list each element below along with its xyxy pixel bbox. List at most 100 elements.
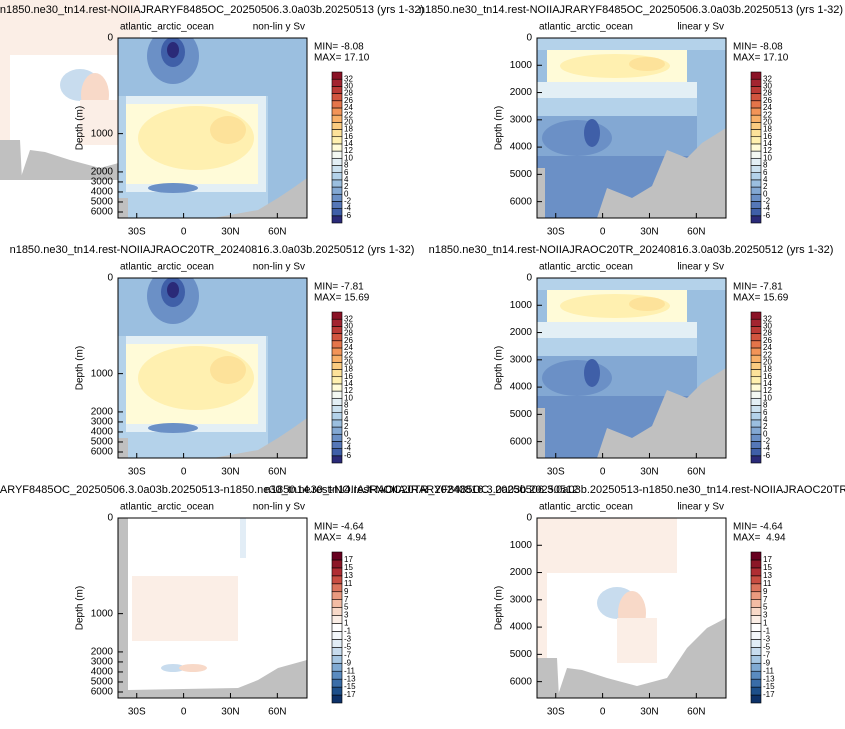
- colorbar-box: [331, 623, 343, 632]
- y-tick-label: 6000: [91, 687, 114, 698]
- colorbar-box: [331, 340, 343, 349]
- y-tick-label: 6000: [91, 447, 114, 458]
- colorbar-box: [331, 694, 343, 704]
- colorbar-box: [750, 86, 762, 94]
- plot-frame: [117, 517, 308, 699]
- colorbar-box: [331, 129, 343, 138]
- plot-frame: [117, 37, 308, 219]
- y-tick-label: 4000: [510, 382, 533, 393]
- colorbar-label: 22: [763, 110, 772, 119]
- colorbar-box: [750, 172, 762, 181]
- panel: n1850.ne30_tn14.rest-NOIIAJRARYF8485OC_2…: [265, 484, 845, 718]
- colorbar-box: [750, 347, 762, 356]
- colorbar-box: [331, 670, 343, 680]
- subtitle-right: non-lin y Sv: [253, 502, 305, 513]
- colorbar-box: [750, 201, 762, 209]
- x-tick-label: 30S: [547, 707, 565, 718]
- colorbar-box: [750, 157, 762, 166]
- colorbar-box: [331, 122, 343, 130]
- colorbar-label: 30: [344, 321, 353, 330]
- panel: n1850.ne30_tn14.rest-NOIIAJRAOC20TR_2024…: [429, 244, 834, 478]
- subtitle-right: non-lin y Sv: [253, 262, 305, 273]
- colorbar-box: [331, 326, 343, 334]
- y-axis-label: Depth (m): [494, 586, 505, 630]
- colorbar-label: 6: [763, 168, 768, 177]
- x-tick-label: 0: [600, 707, 606, 718]
- panel: n1850.ne30_tn14.rest-NOIIAJRAOC20TR_2024…: [10, 244, 415, 478]
- colorbar-label: 5: [763, 603, 768, 612]
- colorbar-label: -6: [344, 451, 352, 460]
- contour-field: [537, 38, 726, 218]
- y-tick-label: 0: [107, 273, 113, 284]
- colorbar-label: -17: [763, 690, 775, 699]
- colorbar-box: [750, 362, 762, 370]
- colorbar-box: [750, 383, 762, 392]
- y-axis-label: Depth (m): [75, 106, 86, 150]
- annotation: MAX= 4.94: [314, 533, 367, 544]
- subtitle-left: atlantic_arctic_ocean: [120, 502, 214, 513]
- colorbar-box: [331, 107, 343, 116]
- colorbar-label: 15: [344, 563, 353, 572]
- colorbar-label: 32: [763, 74, 772, 83]
- y-tick-label: 4000: [91, 667, 114, 678]
- colorbar-box: [331, 567, 343, 577]
- colorbar-box: [331, 639, 343, 648]
- colorbar-box: [331, 179, 343, 188]
- contour-field: [537, 278, 726, 458]
- y-axis-label: Depth (m): [494, 106, 505, 150]
- y-tick-label: 0: [526, 513, 532, 524]
- colorbar-label: -5: [344, 642, 352, 651]
- y-tick-label: 5000: [91, 677, 114, 688]
- colorbar-box: [750, 599, 762, 608]
- colorbar-label: 8: [763, 401, 768, 410]
- x-tick-label: 0: [181, 467, 187, 478]
- colorbar-box: [331, 583, 343, 593]
- colorbar-label: 26: [763, 96, 772, 105]
- colorbar-label: 4: [344, 415, 349, 424]
- colorbar-box: [331, 114, 343, 123]
- colorbar-box: [750, 333, 762, 342]
- colorbar-label: 32: [344, 314, 353, 323]
- colorbar-label: -13: [344, 674, 356, 683]
- y-tick-label: 4000: [91, 187, 114, 198]
- colorbar-box: [750, 567, 762, 577]
- colorbar-label: 28: [763, 89, 772, 98]
- panel: n1850.ne30_tn14.rest-NOIIAJRARYF8485OC_2…: [419, 4, 843, 238]
- colorbar-box: [750, 448, 762, 457]
- colorbar-label: -6: [344, 211, 352, 220]
- annotation: MIN= -7.81: [733, 282, 783, 293]
- colorbar-label: 7: [344, 595, 349, 604]
- colorbar-label: -7: [763, 650, 771, 659]
- x-tick-label: 30N: [221, 707, 239, 718]
- colorbar-label: 20: [763, 357, 772, 366]
- plot-frame: [536, 37, 727, 219]
- colorbar-label: -2: [344, 437, 352, 446]
- colorbar-label: 18: [344, 365, 353, 374]
- colorbar-box: [750, 419, 762, 428]
- subtitle-left: atlantic_arctic_ocean: [539, 262, 633, 273]
- colorbar-box: [750, 607, 762, 616]
- x-tick-label: 30S: [128, 467, 146, 478]
- colorbar-box: [331, 143, 343, 152]
- colorbar-label: 14: [763, 379, 772, 388]
- y-tick-label: 6000: [510, 196, 533, 207]
- colorbar-label: 13: [344, 571, 353, 580]
- colorbar-label: -9: [344, 658, 352, 667]
- colorbar-label: 4: [344, 175, 349, 184]
- colorbar-box: [331, 397, 343, 406]
- colorbar-label: 11: [763, 579, 772, 588]
- annotation: MAX= 15.69: [733, 293, 789, 304]
- panel-title: n1850.ne30_tn14.rest-NOIIAJRARYF8485OC_2…: [419, 4, 843, 16]
- y-tick-label: 5000: [91, 437, 114, 448]
- colorbar-box: [750, 551, 762, 561]
- colorbar-box: [331, 433, 343, 442]
- colorbar-box: [750, 426, 762, 435]
- colorbar-label: 0: [763, 429, 768, 438]
- colorbar-label: 1: [763, 619, 768, 628]
- y-tick-label: 5000: [510, 409, 533, 420]
- colorbar-label: -15: [344, 682, 356, 691]
- colorbar-label: 17: [763, 555, 772, 564]
- colorbar-box: [750, 107, 762, 116]
- colorbar-box: [750, 433, 762, 442]
- contour-field: [118, 268, 307, 458]
